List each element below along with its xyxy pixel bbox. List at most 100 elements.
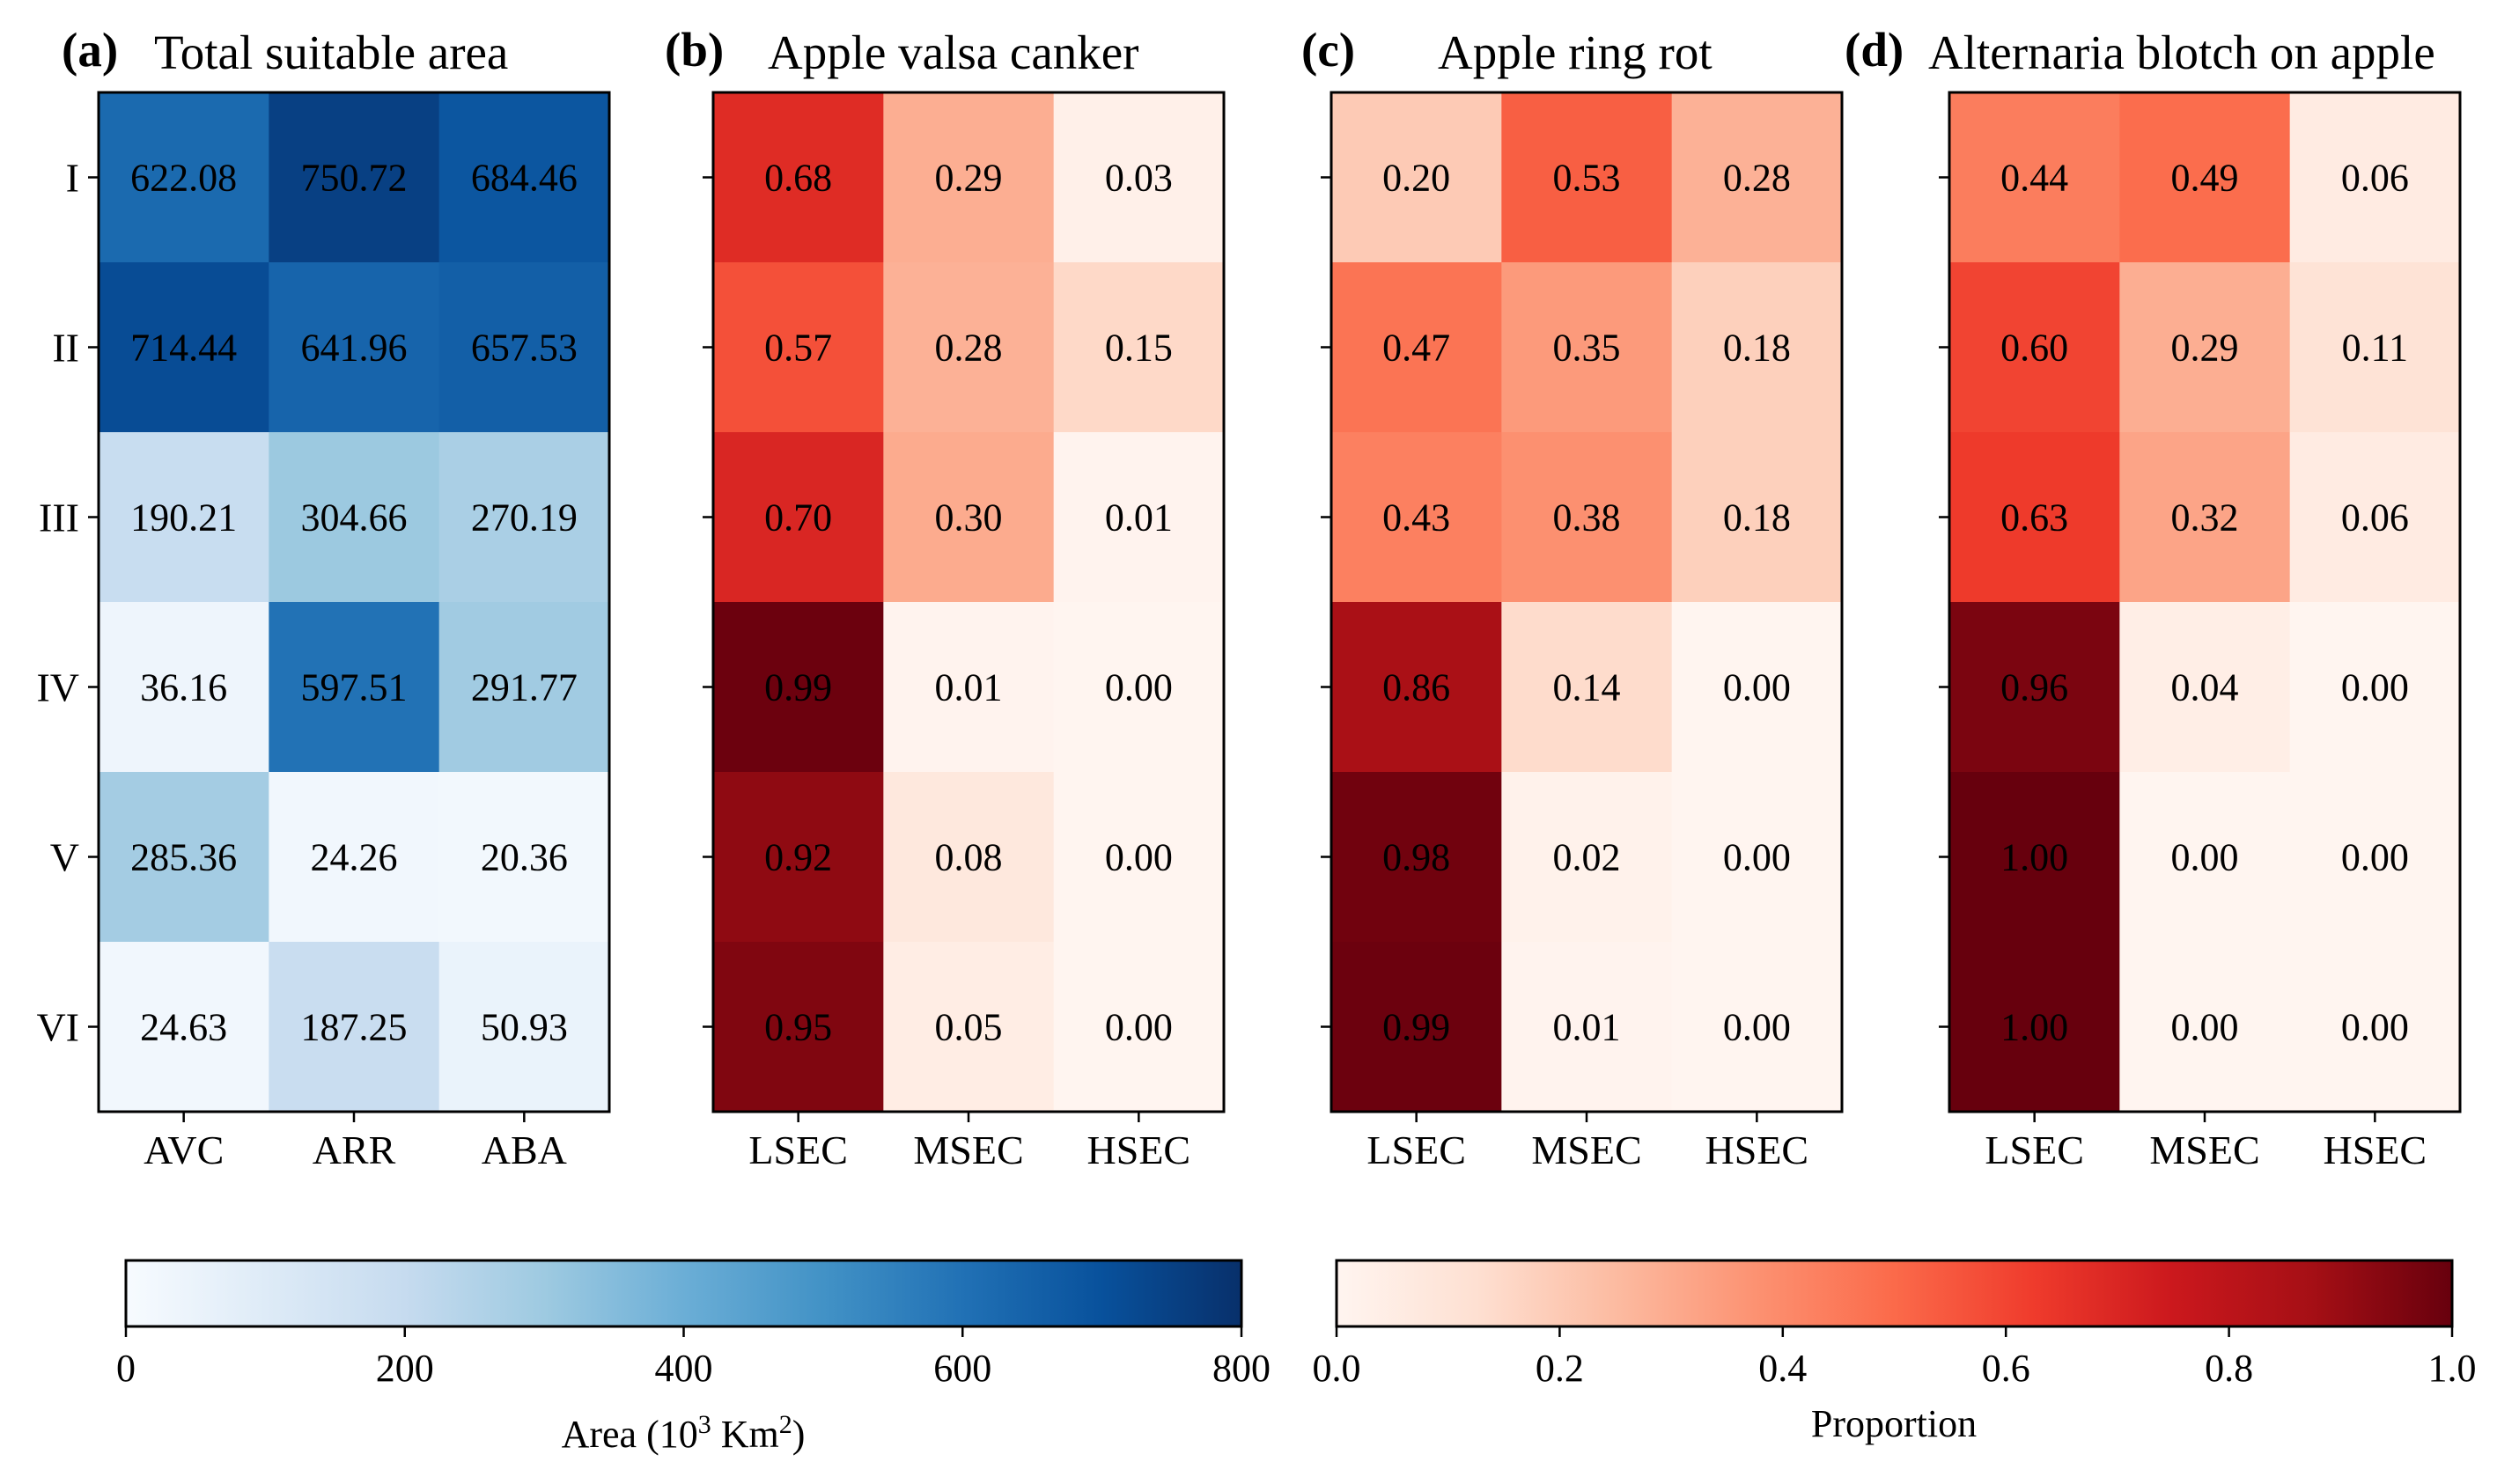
heatmap-cells: 622.08 750.72 684.46 714.44 641.96 657.53 190.… xyxy=(99,92,610,1113)
colorbar-tick-label: 0.0 xyxy=(1313,1347,1361,1390)
cell-value-label: 0.00 xyxy=(1723,836,1791,879)
panel-title: Alternaria blotch on apple xyxy=(1928,26,2435,79)
cell-value-label: 285.36 xyxy=(130,836,237,879)
cell-value-label: 0.03 xyxy=(1105,157,1173,200)
cell-value-label: 0.92 xyxy=(764,836,832,879)
heatmap-cell xyxy=(2119,92,2291,263)
cell-value-label: 0.00 xyxy=(1723,666,1791,709)
heatmap-cell xyxy=(1053,432,1225,603)
cell-value-label: 0.29 xyxy=(2171,327,2239,370)
colorbar-gradient xyxy=(124,1259,1243,1328)
heatmap-cell xyxy=(99,92,269,263)
cell-value-label: 187.25 xyxy=(301,1006,408,1049)
panel-title: Apple valsa canker xyxy=(768,26,1138,79)
cell-value-label: 0.99 xyxy=(1382,1006,1450,1049)
heatmap-cell xyxy=(99,772,269,943)
colorbar-tick-label: 200 xyxy=(376,1347,434,1390)
plot-frame xyxy=(1330,91,1844,1113)
panel-title: Apple ring rot xyxy=(1438,26,1713,79)
cell-value-label: 714.44 xyxy=(130,327,237,370)
heatmap-apple-ring-rot: (c) Apple ring rot 0.20 0.53 0.280.47 0.35 0… xyxy=(1301,23,1844,1172)
heatmap-cell xyxy=(2119,432,2291,603)
x-tick-label: HSEC xyxy=(1705,1128,1809,1172)
cell-value-label: 641.96 xyxy=(301,327,408,370)
cell-value-label: 0.28 xyxy=(935,327,1003,370)
axis-ticks: LSEC MSEC HSEC xyxy=(703,176,1191,1172)
heatmap-cell xyxy=(2119,602,2291,773)
cell-value-label: 0.35 xyxy=(1553,327,1621,370)
heatmap-cell xyxy=(2289,942,2461,1113)
heatmap-cell xyxy=(1501,92,1673,263)
heatmap-cell xyxy=(883,432,1055,603)
heatmap-alternaria-blotch: (d) Alternaria blotch on apple 0.44 0.49 0… xyxy=(1845,23,2462,1172)
y-tick-label: III xyxy=(39,496,79,540)
cell-value-label: 0.57 xyxy=(764,327,832,370)
x-tick-label: AVC xyxy=(144,1128,224,1172)
heatmap-cell xyxy=(1331,602,1502,773)
x-tick-label: ARR xyxy=(313,1128,396,1172)
heatmap-cell xyxy=(713,602,884,773)
heatmap-cell xyxy=(1501,942,1673,1113)
heatmap-cell xyxy=(99,262,269,433)
heatmap-total-suitable-area: (a) Total suitable area 622.08 750.72 684.… xyxy=(36,23,611,1173)
heatmap-cell xyxy=(1501,432,1673,603)
heatmap-cells: 0.44 0.49 0.06 0.60 0.29 0.11 0.63 0.32 0.06 0.96… xyxy=(1949,92,2461,1113)
cell-value-label: 0.00 xyxy=(1105,836,1173,879)
heatmap-cell xyxy=(269,772,440,943)
colorbar-label: Proportion xyxy=(1811,1402,1977,1445)
cell-value-label: 0.49 xyxy=(2171,157,2239,200)
cell-value-label: 0.04 xyxy=(2171,666,2239,709)
cell-value-label: 0.68 xyxy=(764,157,832,200)
cell-value-label: 50.93 xyxy=(481,1006,568,1049)
cell-value-label: 0.14 xyxy=(1553,666,1621,709)
cell-value-label: 0.99 xyxy=(764,666,832,709)
heatmap-cell xyxy=(99,602,269,773)
cell-value-label: 0.32 xyxy=(2171,496,2239,540)
cell-value-label: 0.11 xyxy=(2342,327,2408,370)
y-tick-label: II xyxy=(52,326,79,371)
panel-label: (d) xyxy=(1845,23,1904,77)
heatmap-cell xyxy=(1501,772,1673,943)
x-tick-label: HSEC xyxy=(1087,1128,1191,1172)
x-tick-label: ABA xyxy=(482,1128,567,1172)
panel-label: (b) xyxy=(665,23,724,77)
heatmap-apple-valsa-canker: (b) Apple valsa canker 0.68 0.29 0.030.57 0… xyxy=(665,23,1226,1172)
heatmap-cell xyxy=(1671,772,1843,943)
y-tick-label: VI xyxy=(36,1005,79,1050)
cell-value-label: 0.86 xyxy=(1382,666,1450,709)
y-tick-label: IV xyxy=(36,665,79,710)
cell-value-label: 0.08 xyxy=(935,836,1003,879)
colorbar-tick-label: 600 xyxy=(933,1347,991,1390)
heatmap-cell xyxy=(2119,772,2291,943)
heatmap-cell xyxy=(438,92,610,263)
panel-label: (a) xyxy=(62,23,118,77)
heatmap-cell xyxy=(2289,262,2461,433)
heatmap-cell xyxy=(2119,942,2291,1113)
axis-ticks: LSEC MSEC HSEC xyxy=(1939,176,2427,1172)
heatmap-cell xyxy=(1949,92,2120,263)
x-tick-label: MSEC xyxy=(1531,1128,1641,1172)
cell-value-label: 24.26 xyxy=(311,836,398,879)
heatmap-cell xyxy=(1331,262,1502,433)
cell-value-label: 0.01 xyxy=(935,666,1003,709)
cell-value-label: 0.28 xyxy=(1723,157,1791,200)
colorbar-tick-label: 1.0 xyxy=(2428,1347,2477,1390)
cell-value-label: 684.46 xyxy=(471,157,578,200)
heatmap-cell xyxy=(1671,942,1843,1113)
cell-value-label: 0.38 xyxy=(1553,496,1621,540)
cell-value-label: 750.72 xyxy=(301,157,408,200)
colorbar-tick-label: 0.2 xyxy=(1536,1347,1584,1390)
colorbar-label: Area (103 Km2) xyxy=(562,1410,806,1456)
x-tick-label: MSEC xyxy=(2149,1128,2259,1172)
cell-value-label: 0.00 xyxy=(2341,666,2409,709)
cell-value-label: 0.00 xyxy=(2171,1006,2239,1049)
heatmap-cell xyxy=(1949,772,2120,943)
heatmap-cell xyxy=(1949,602,2120,773)
heatmap-cell xyxy=(438,772,610,943)
cell-value-label: 0.01 xyxy=(1553,1006,1621,1049)
heatmap-cell xyxy=(713,772,884,943)
heatmap-cell xyxy=(438,432,610,603)
plot-frame xyxy=(711,91,1226,1113)
